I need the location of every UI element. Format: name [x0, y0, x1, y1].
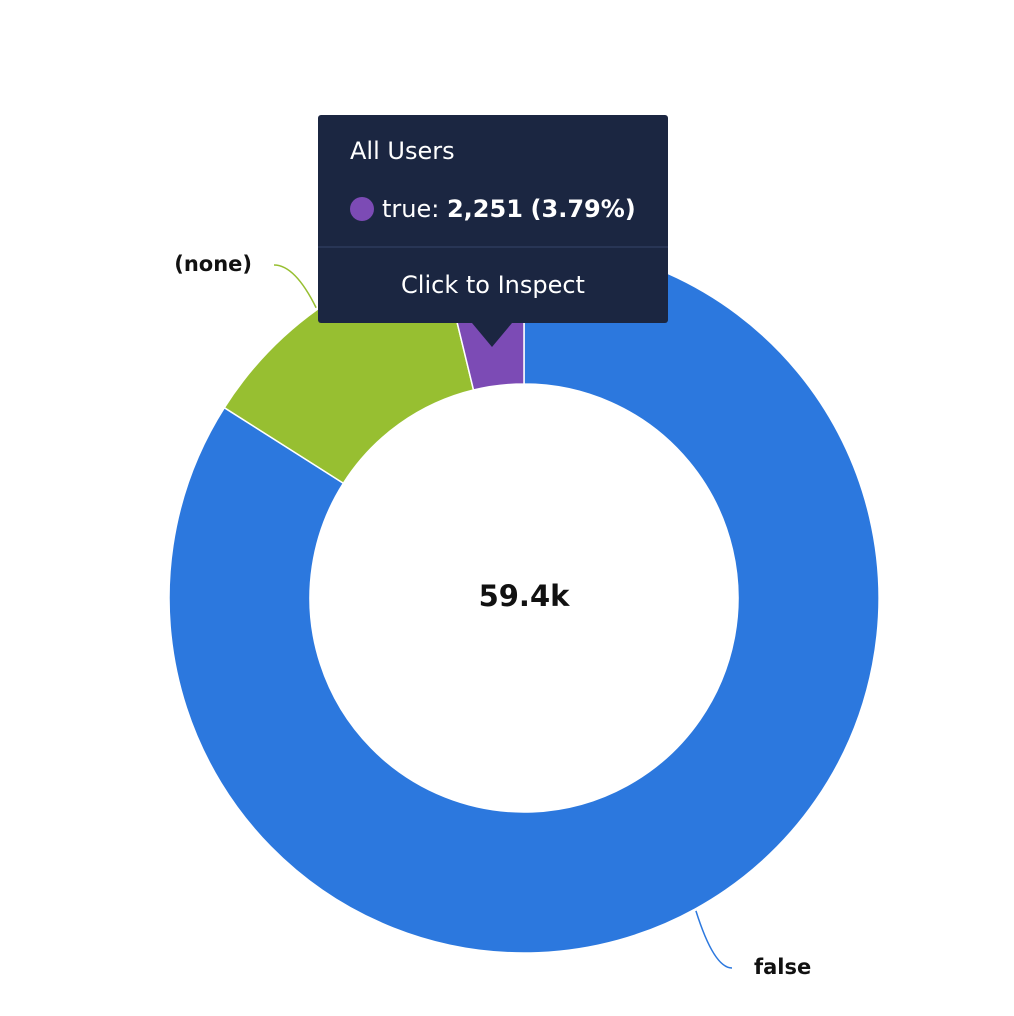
tooltip-value: 2,251: [447, 195, 523, 223]
tooltip[interactable]: All Users true: 2,251 (3.79%) Click to I…: [318, 115, 668, 347]
slice-label: false: [754, 955, 811, 979]
tooltip-label: true: 2,251 (3.79%): [382, 195, 636, 223]
slice: [168, 242, 880, 954]
tooltip-action[interactable]: Click to Inspect: [401, 271, 585, 299]
tooltip-box: [318, 115, 668, 323]
tooltip-swatch: [350, 197, 374, 221]
tooltip-series: true:: [382, 195, 439, 223]
leader-line: [695, 910, 733, 969]
tooltip-percent: (3.79%): [531, 195, 636, 223]
slice-label: (none): [174, 252, 252, 276]
center-total: 59.4k: [479, 579, 571, 613]
leader-line: [273, 264, 317, 309]
tooltip-pointer: [472, 323, 512, 347]
tooltip-title: All Users: [350, 137, 455, 165]
